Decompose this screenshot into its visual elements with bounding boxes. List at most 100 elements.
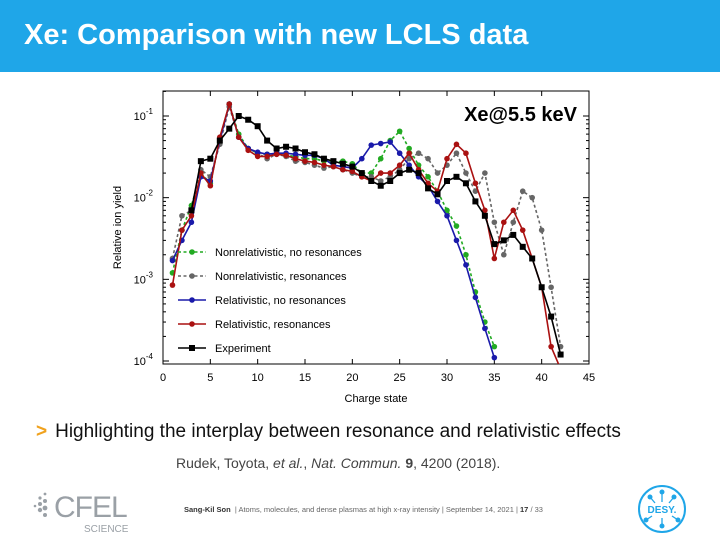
x-tick-label: 15 — [299, 372, 311, 384]
y-tick-label: 10-2 — [134, 189, 154, 205]
data-point — [254, 149, 261, 156]
data-point — [472, 180, 479, 187]
data-point — [501, 251, 507, 258]
data-point — [482, 207, 488, 214]
series-line — [171, 101, 496, 347]
x-tick-label: 30 — [441, 372, 453, 384]
bullet-marker: > — [36, 421, 48, 442]
citation-authors: Rudek, Toyota, — [176, 455, 274, 471]
data-point — [529, 255, 536, 262]
data-point — [557, 351, 564, 358]
data-point — [491, 255, 498, 262]
data-point — [396, 128, 403, 135]
data-point — [216, 137, 223, 144]
data-point — [273, 145, 280, 152]
citation: Rudek, Toyota, et al., Nat. Commun. 9, 4… — [176, 455, 501, 471]
data-point — [387, 177, 394, 184]
data-point — [463, 262, 469, 268]
data-point — [519, 227, 526, 233]
x-tick-label: 20 — [346, 372, 358, 384]
data-point — [453, 173, 460, 180]
data-point — [406, 162, 412, 168]
data-point — [425, 174, 431, 180]
legend-label: Relativistic, no resonances — [215, 295, 346, 307]
data-point — [491, 354, 498, 361]
data-point — [368, 177, 375, 184]
bullet-point: > Highlighting the interplay between reso… — [36, 421, 621, 443]
cfel-logo-text: CFEL — [54, 491, 127, 524]
data-point — [235, 134, 242, 141]
data-point — [444, 177, 450, 184]
x-tick-label: 10 — [252, 372, 264, 384]
data-point — [538, 284, 545, 291]
data-point — [302, 158, 308, 164]
data-point — [529, 194, 535, 201]
data-point — [491, 219, 498, 226]
data-point — [463, 150, 469, 157]
data-point — [548, 343, 554, 350]
data-point — [396, 162, 403, 168]
y-tick-label: 10-1 — [134, 107, 154, 123]
footer-page: 17 — [520, 505, 529, 514]
data-point — [434, 191, 441, 198]
data-point — [453, 223, 460, 229]
data-point — [377, 170, 384, 176]
data-point — [548, 313, 555, 320]
legend-marker — [189, 273, 195, 279]
x-tick-label: 35 — [488, 372, 500, 384]
desy-logo: DESY. — [638, 485, 686, 533]
data-point — [330, 158, 337, 165]
footer-text: | Atoms, molecules, and dense plasmas at… — [234, 505, 518, 514]
data-point — [235, 113, 242, 119]
bullet-text: Highlighting the interplay between reson… — [55, 421, 621, 442]
data-point — [179, 227, 185, 233]
y-axis-label: Relative ion yield — [112, 186, 124, 269]
data-point — [226, 125, 233, 132]
data-point — [188, 212, 195, 219]
data-point — [226, 101, 233, 107]
data-point — [491, 343, 498, 350]
cfel-logo: CFEL SCIENCE — [33, 491, 129, 535]
data-point — [321, 162, 327, 168]
data-point — [491, 241, 498, 248]
data-point — [538, 227, 545, 233]
citation-journal: Nat. Commun. — [311, 455, 402, 471]
citation-volume: 9 — [405, 455, 414, 471]
data-point — [169, 282, 176, 288]
data-point — [368, 142, 375, 148]
data-point — [330, 163, 337, 170]
data-point — [510, 207, 517, 214]
data-point — [349, 168, 356, 175]
data-point — [264, 137, 271, 144]
data-point — [415, 150, 422, 157]
data-point — [292, 145, 299, 152]
data-point — [169, 257, 176, 264]
series-4 — [188, 113, 564, 358]
slide-header: Xe: Comparison with new LCLS data — [0, 0, 720, 72]
data-point — [207, 155, 214, 162]
data-point — [188, 207, 195, 214]
data-point — [349, 163, 356, 170]
data-point — [207, 182, 214, 189]
legend-marker — [189, 345, 195, 351]
data-point — [463, 170, 469, 176]
data-point — [377, 178, 384, 184]
data-point — [472, 198, 479, 205]
data-point — [302, 149, 308, 156]
data-point — [359, 155, 365, 162]
data-point — [377, 182, 384, 189]
data-point — [358, 170, 365, 177]
series-1 — [169, 103, 564, 350]
data-point — [396, 150, 403, 157]
data-point — [472, 294, 479, 301]
data-point — [292, 155, 299, 162]
data-point — [197, 158, 204, 165]
data-point — [245, 147, 251, 154]
data-point — [254, 153, 261, 160]
legend-marker — [189, 297, 195, 303]
desy-logo-text: DESY. — [648, 505, 677, 516]
data-point — [339, 160, 346, 167]
data-point — [311, 151, 318, 158]
x-axis-label: Charge state — [345, 393, 408, 405]
series-3 — [169, 101, 560, 364]
